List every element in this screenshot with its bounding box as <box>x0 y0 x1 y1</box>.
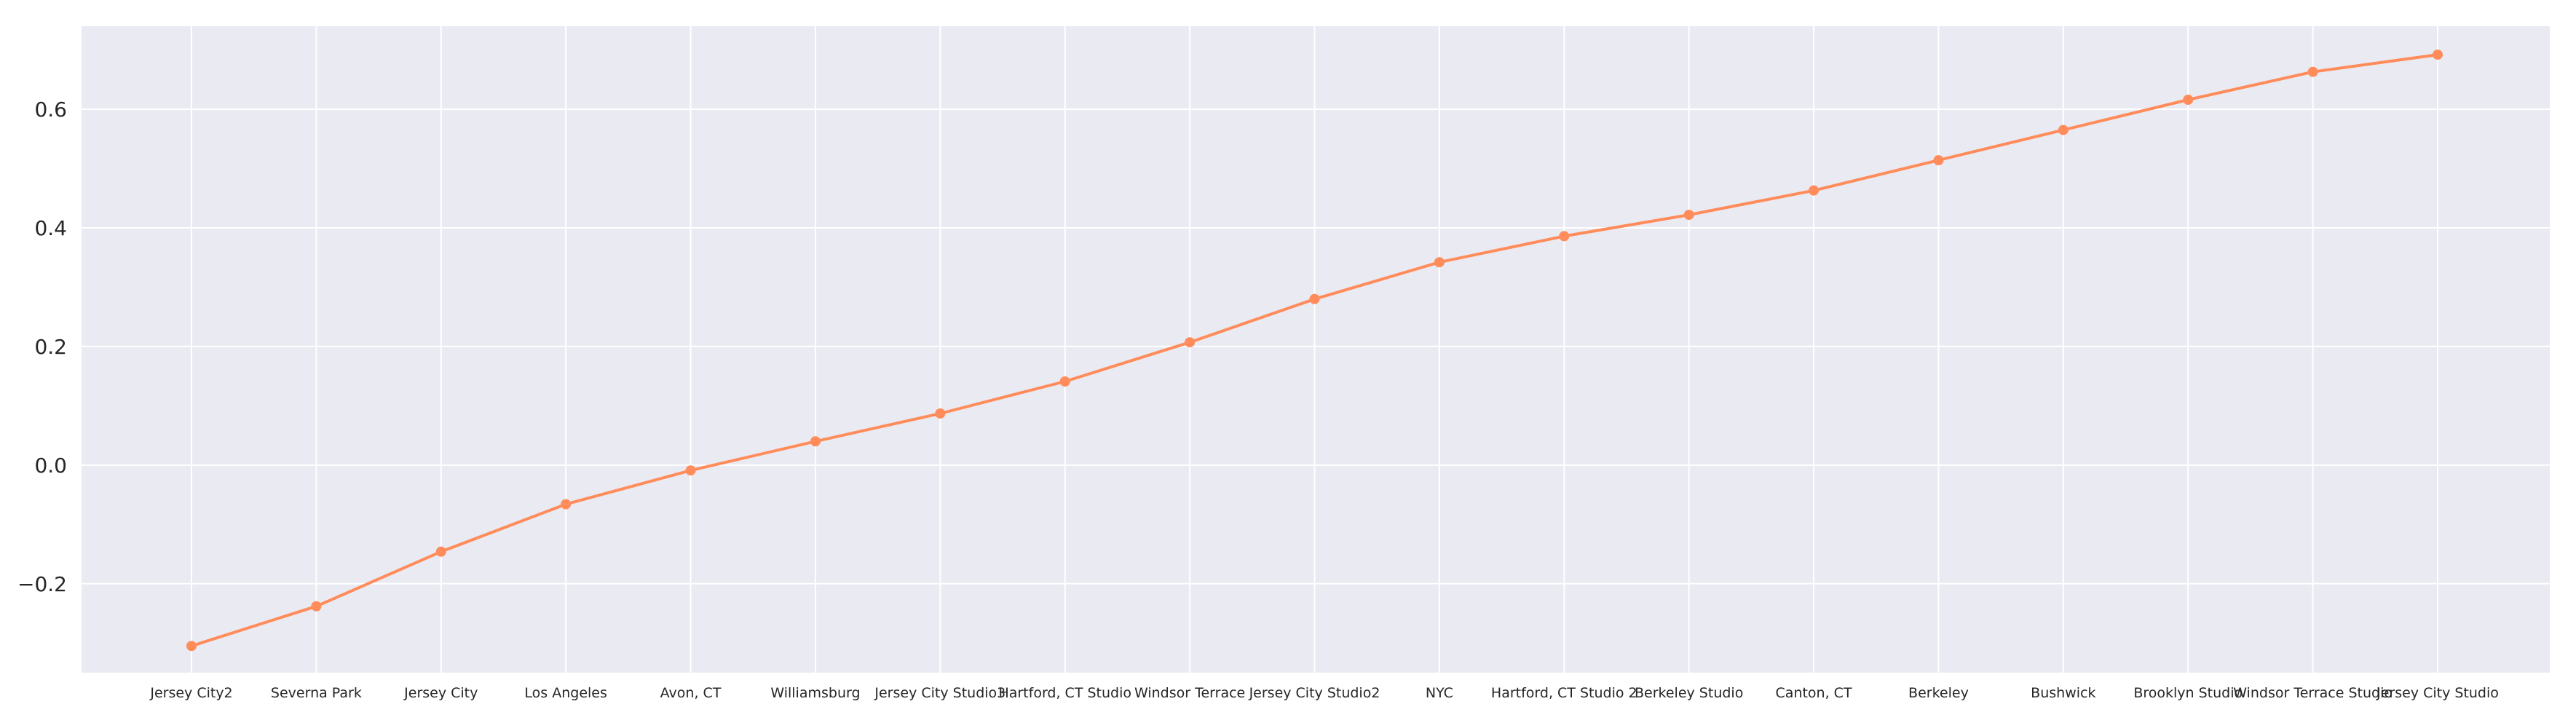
data-point <box>311 601 322 612</box>
data-point <box>1559 231 1570 242</box>
x-tick-label: Jersey City2 <box>149 685 232 701</box>
x-tick-label: Jersey City Studio2 <box>1249 685 1380 701</box>
x-tick-label: Hartford, CT Studio 2 <box>1491 685 1637 701</box>
y-tick-label: −0.2 <box>17 572 67 596</box>
data-point <box>1683 210 1694 221</box>
data-point <box>435 546 446 557</box>
data-point <box>2058 124 2069 135</box>
data-point <box>561 499 572 510</box>
plot-background <box>82 26 2550 673</box>
data-point <box>2433 50 2443 60</box>
x-axis-tick-labels: Jersey City2 Severna Park Jersey City Los A… <box>149 685 2499 701</box>
y-tick-label: 0.0 <box>34 454 67 478</box>
y-tick-label: 0.4 <box>34 216 67 240</box>
data-point <box>2183 95 2194 106</box>
y-tick-label: 0.6 <box>34 98 67 122</box>
x-tick-label: Berkeley Studio <box>1635 685 1743 701</box>
data-point <box>1434 257 1445 268</box>
x-tick-label: Avon, CT <box>660 685 722 701</box>
x-tick-label: NYC <box>1426 685 1453 701</box>
x-tick-label: Windsor Terrace <box>1134 685 1245 701</box>
y-axis-tick-labels: −0.2 0.0 0.2 0.4 0.6 <box>17 98 67 596</box>
data-point <box>1809 185 1820 196</box>
x-tick-label: Severna Park <box>271 685 362 701</box>
x-gridlines <box>191 26 2438 673</box>
x-tick-label: Windsor Terrace Studio <box>2233 685 2393 701</box>
data-point <box>1059 376 1070 387</box>
x-tick-label: Berkeley <box>1908 685 1969 701</box>
data-point <box>685 465 696 476</box>
x-tick-label: Hartford, CT Studio <box>998 685 1131 701</box>
x-tick-label: Bushwick <box>2031 685 2095 701</box>
data-point <box>1309 293 1320 304</box>
data-point <box>1933 155 1944 166</box>
series-layer <box>186 50 2443 652</box>
x-tick-label: Canton, CT <box>1776 685 1852 701</box>
data-point <box>935 408 946 419</box>
x-tick-label: Williamsburg <box>770 685 860 701</box>
x-tick-label: Los Angeles <box>524 685 607 701</box>
data-point <box>1185 337 1196 348</box>
data-point <box>810 436 821 447</box>
x-tick-label: Brooklyn Studio <box>2133 685 2243 701</box>
x-tick-label: Jersey City Studio <box>2376 685 2499 701</box>
y-tick-label: 0.2 <box>34 335 67 359</box>
data-point <box>2307 66 2318 77</box>
y-gridlines <box>82 108 2550 585</box>
x-tick-label: Jersey City Studio3 <box>874 685 1005 701</box>
x-tick-label: Jersey City <box>403 685 478 701</box>
data-point <box>186 641 197 652</box>
